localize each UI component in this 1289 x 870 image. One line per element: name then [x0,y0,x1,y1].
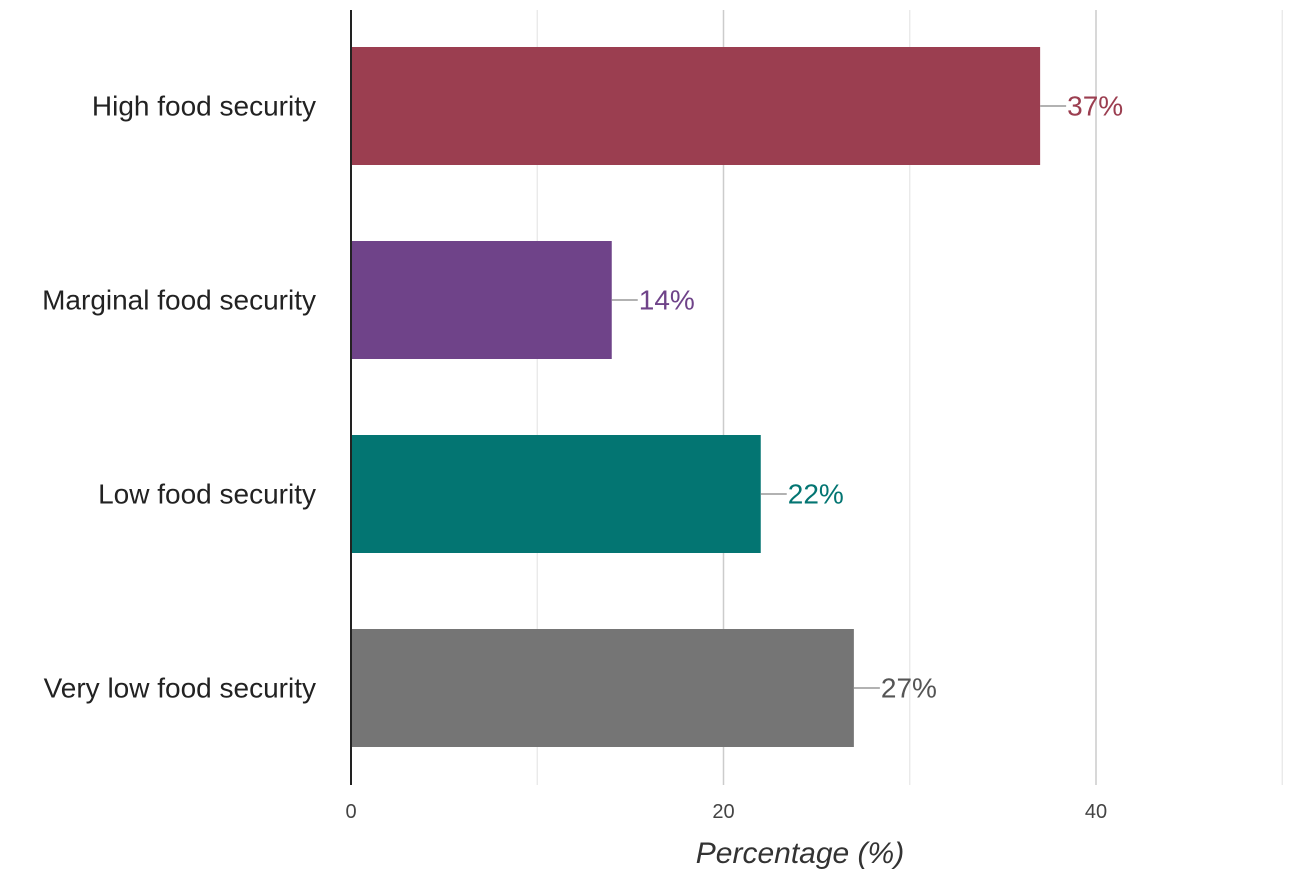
category-label: Very low food security [44,673,316,704]
data-label: 27% [881,673,937,704]
bar [351,435,761,553]
data-label: 22% [788,479,844,510]
x-tick-label: 20 [712,801,734,823]
data-label: 37% [1067,91,1123,122]
category-labels: High food security Marginal food security… [42,91,316,704]
x-tick-labels: 0 20 40 [345,801,1107,823]
category-label: High food security [92,91,316,122]
x-tick-label: 0 [345,801,356,823]
category-label: Low food security [98,479,316,510]
data-label: 14% [639,285,695,316]
data-labels: 37% 14% 22% 27% [611,91,1123,704]
bar [351,629,854,747]
bars [351,47,1041,747]
x-tick-label: 40 [1085,801,1107,823]
category-label: Marginal food security [42,285,316,316]
bar [351,47,1041,165]
bar [351,241,612,359]
x-axis-title: Percentage (%) [696,837,904,870]
